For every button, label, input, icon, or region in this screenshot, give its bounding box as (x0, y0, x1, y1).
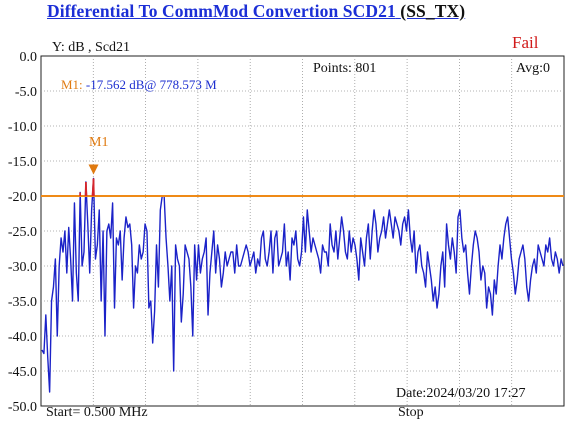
marker-readout-value: -17.562 dB@ 778.573 M (85, 77, 217, 92)
marker-m1-triangle (88, 164, 99, 175)
title-text: Differential To CommMod Convertion SCD21 (47, 1, 396, 21)
y-tick-label: -5.0 (15, 85, 37, 100)
points-readout: Points: 801 (313, 61, 377, 76)
y-tick-label: -50.0 (8, 400, 37, 415)
y-tick-label: -40.0 (8, 330, 37, 345)
date-stamp: Date:2024/03/20 17:27 (396, 386, 526, 401)
y-tick-label: -30.0 (8, 260, 37, 275)
y-tick-label: -15.0 (8, 155, 37, 170)
status-label: Fail (512, 33, 539, 52)
y-tick-label: -45.0 (8, 365, 37, 380)
y-tick-label: 0.0 (20, 50, 38, 65)
y-tick-label: -20.0 (8, 190, 37, 205)
avg-readout: Avg:0 (516, 61, 550, 76)
y-tick-label: -10.0 (8, 120, 37, 135)
chart-title: Differential To CommMod Convertion SCD21… (47, 1, 465, 22)
stop-frequency: Stop (398, 405, 424, 420)
y-tick-label: -35.0 (8, 295, 37, 310)
start-frequency: Start= 0.500 MHz (46, 405, 148, 420)
trace-over-limit (85, 181, 88, 197)
title-suffix: (SS_TX) (400, 1, 466, 21)
marker-readout-name: M1: (61, 77, 83, 92)
marker-readout: M1: -17.562 dB@ 778.573 M (61, 77, 217, 93)
marker-tag: M1 (89, 135, 109, 150)
y-tick-label: -25.0 (8, 225, 37, 240)
scd21-trace (41, 177, 564, 393)
y-axis-label: Y: dB , Scd21 (52, 40, 131, 55)
